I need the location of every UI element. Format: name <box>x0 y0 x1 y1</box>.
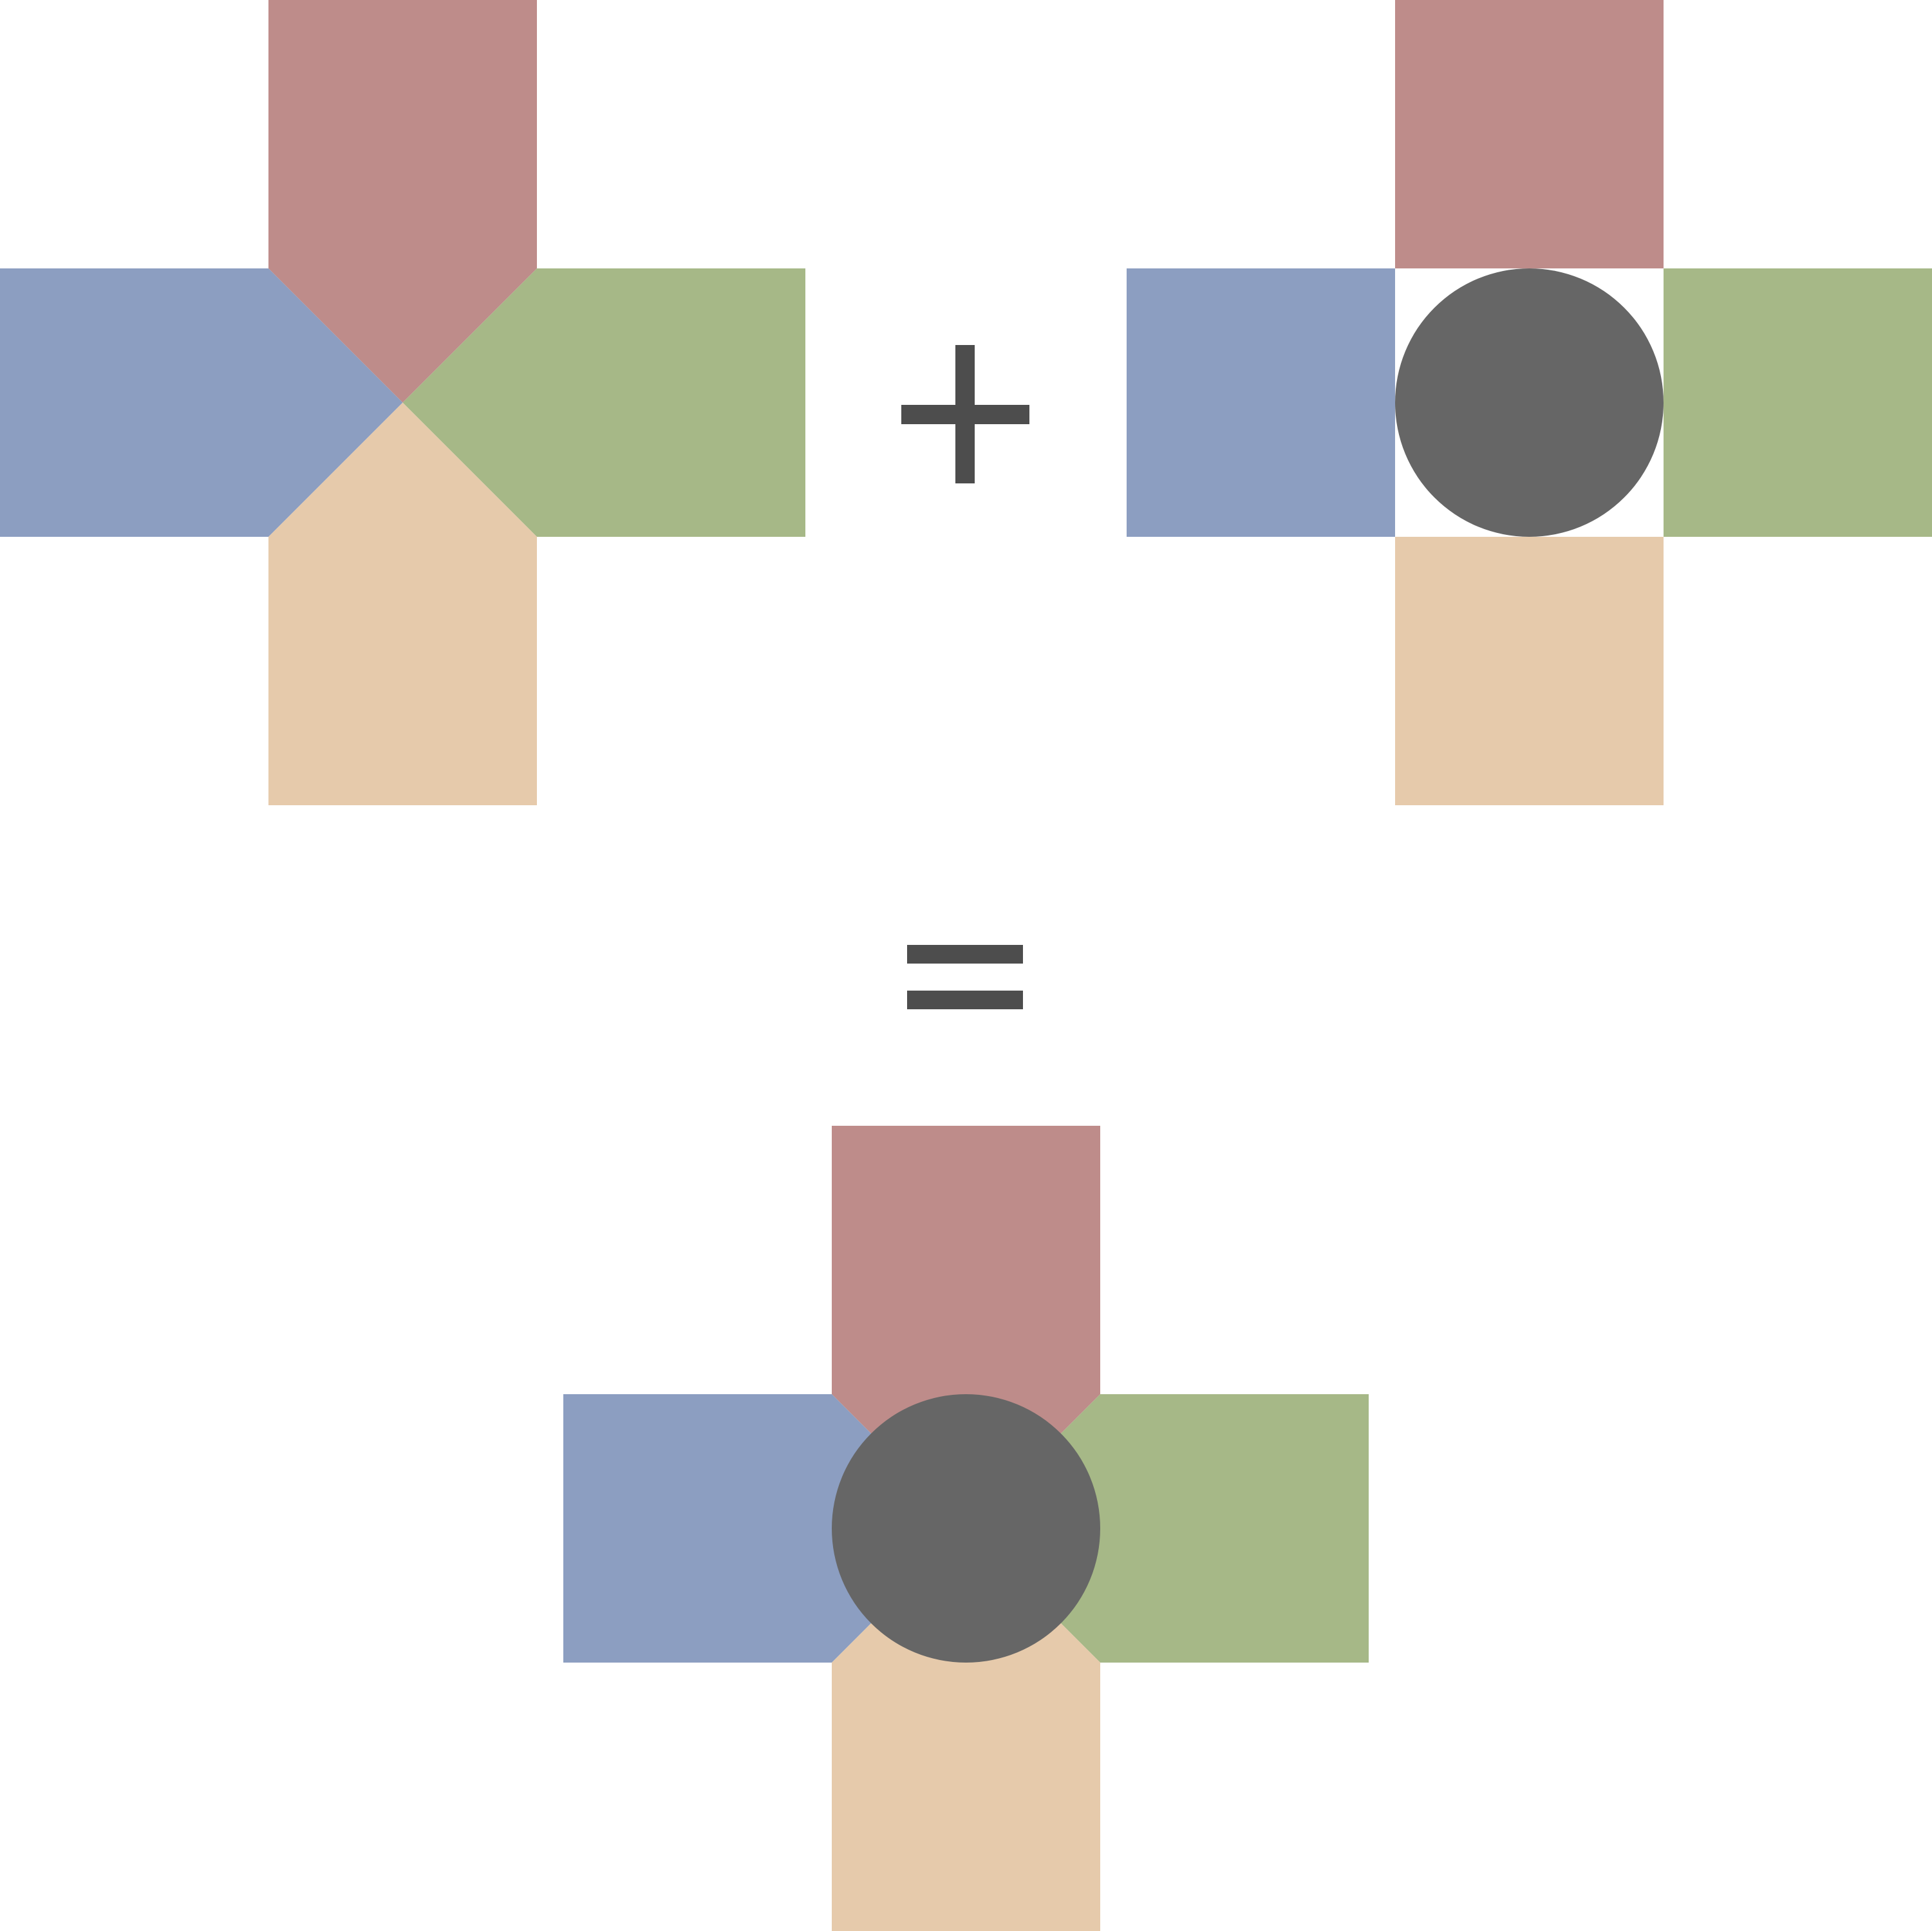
operand-b-right-arm <box>1664 268 1932 537</box>
result-right-arm <box>1100 1394 1369 1663</box>
result-left-arm <box>563 1394 832 1663</box>
equals-operator <box>907 945 1023 1009</box>
operand-a-center-left-wedge <box>268 268 403 537</box>
operand-b-left-arm <box>1127 268 1395 537</box>
result-center-circle <box>832 1394 1100 1663</box>
operand-a-cross <box>0 0 805 805</box>
operand-a-right-arm <box>537 268 805 537</box>
operand-a-left-arm <box>0 268 268 537</box>
operand-a-top-arm <box>268 0 537 268</box>
operand-b-center-circle <box>1395 268 1664 537</box>
operand-b-bottom-arm <box>1395 537 1664 805</box>
result-top-arm <box>832 1126 1100 1394</box>
operand-a-center-right-wedge <box>402 268 537 537</box>
plus-vertical-bar <box>955 345 975 483</box>
operand-b-top-arm <box>1395 0 1664 268</box>
operand-a-bottom-arm <box>268 537 537 805</box>
result-cross <box>563 1126 1369 1931</box>
operand-b-cross <box>1127 0 1932 805</box>
operand-a-center-bottom-wedge <box>268 402 537 537</box>
plus-operator <box>901 345 1029 483</box>
equals-bottom-bar <box>907 991 1023 1009</box>
result-bottom-arm <box>832 1663 1100 1931</box>
operand-a-center-top-wedge <box>268 268 537 403</box>
equals-top-bar <box>907 945 1023 964</box>
